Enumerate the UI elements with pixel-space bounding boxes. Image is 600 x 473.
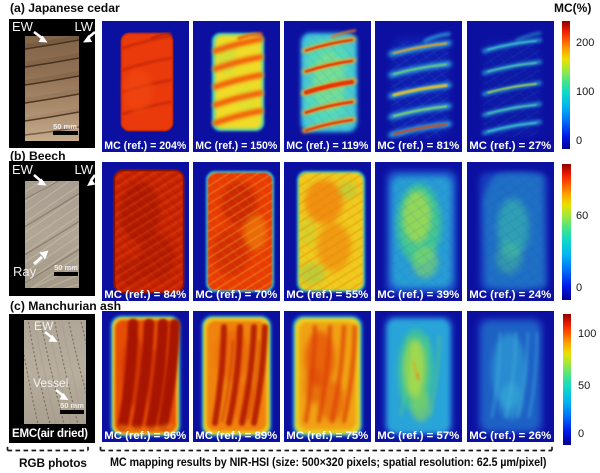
svg-text:50 mm: 50 mm bbox=[54, 263, 78, 272]
svg-text:MC (ref.) = 39%: MC (ref.) = 39% bbox=[378, 289, 460, 301]
svg-text:MC (ref.) = 81%: MC (ref.) = 81% bbox=[378, 140, 460, 152]
svg-text:MC (ref.) = 70%: MC (ref.) = 70% bbox=[195, 289, 277, 301]
svg-text:MC (ref.) = 96%: MC (ref.) = 96% bbox=[104, 430, 186, 442]
svg-text:MC (ref.) = 84%: MC (ref.) = 84% bbox=[104, 289, 186, 301]
svg-text:MC (ref.) = 204%: MC (ref.) = 204% bbox=[104, 140, 186, 152]
svg-text:MC (ref.) = 27%: MC (ref.) = 27% bbox=[469, 140, 551, 152]
svg-text:MC (ref.) = 57%: MC (ref.) = 57% bbox=[378, 430, 460, 442]
svg-text:MC (ref.) = 75%: MC (ref.) = 75% bbox=[286, 430, 368, 442]
svg-text:MC (ref.) = 119%: MC (ref.) = 119% bbox=[286, 140, 368, 152]
svg-text:MC (ref.) = 150%: MC (ref.) = 150% bbox=[195, 140, 277, 152]
svg-text:MC (ref.) = 55%: MC (ref.) = 55% bbox=[286, 289, 368, 301]
svg-text:50 mm: 50 mm bbox=[53, 122, 77, 131]
svg-text:MC (ref.) = 24%: MC (ref.) = 24% bbox=[469, 289, 551, 301]
svg-text:MC (ref.) = 89%: MC (ref.) = 89% bbox=[195, 430, 277, 442]
svg-text:50 mm: 50 mm bbox=[60, 401, 84, 410]
svg-text:MC (ref.) = 26%: MC (ref.) = 26% bbox=[469, 430, 551, 442]
